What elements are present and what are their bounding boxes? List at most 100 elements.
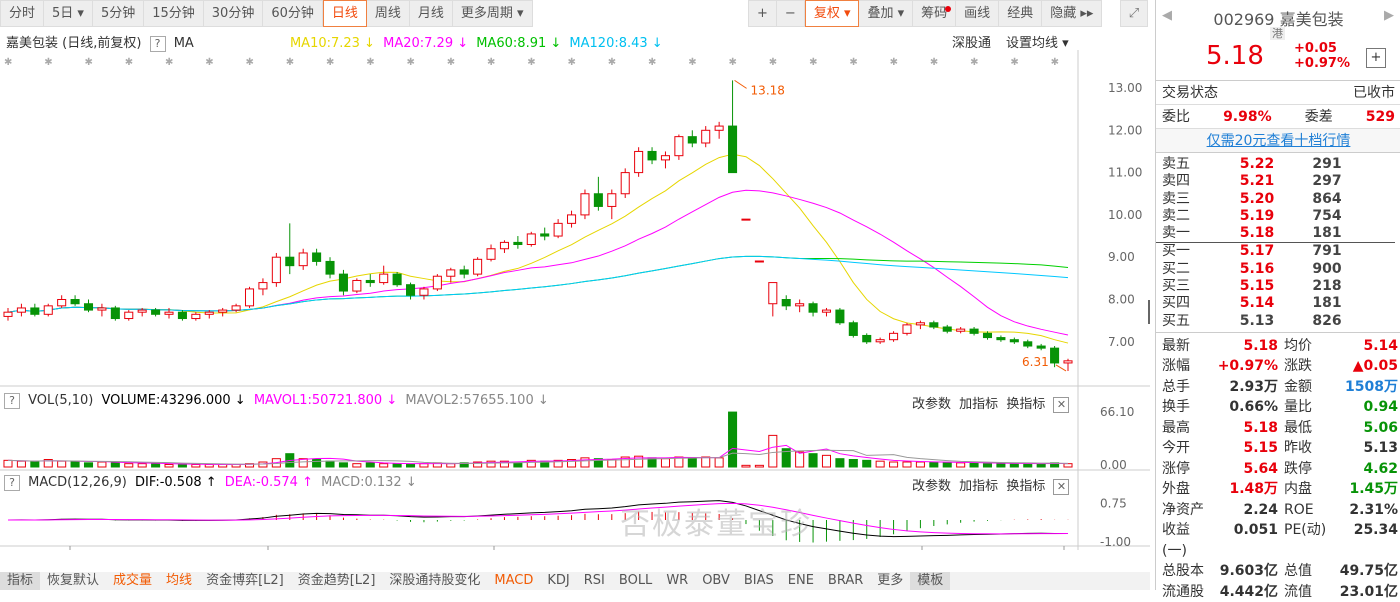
mavol1-value: MAVOL1:50721.800 ↓: [253, 393, 398, 408]
candle: [459, 269, 469, 275]
candle: [432, 275, 442, 290]
prev-stock-icon[interactable]: ◀: [1162, 8, 1172, 23]
period-tab[interactable]: 5日 ▾: [44, 0, 93, 27]
indicator-tab[interactable]: RSI: [583, 573, 605, 588]
tool-button[interactable]: −: [776, 0, 805, 27]
tool-button[interactable]: 复权 ▾: [804, 0, 860, 27]
period-tab[interactable]: 15分钟: [144, 0, 204, 27]
add-indicator-button[interactable]: 加指标: [959, 397, 999, 412]
expand-icon[interactable]: ⤢: [1120, 0, 1148, 27]
indicator-tab[interactable]: BRAR: [827, 573, 864, 588]
indicator-tab[interactable]: 资金博弈[L2]: [206, 573, 284, 588]
candle: [862, 334, 872, 343]
indicator-tab[interactable]: ENE: [787, 573, 814, 588]
candle: [687, 136, 697, 144]
volume-bar: [43, 459, 53, 468]
next-stock-icon[interactable]: ▶: [1384, 8, 1394, 23]
candle: [969, 328, 979, 334]
tool-button[interactable]: 隐藏 ▸▸: [1042, 0, 1103, 27]
last-price: 5.18: [1206, 41, 1264, 71]
candle: [902, 324, 912, 334]
period-tab[interactable]: 日线: [322, 0, 367, 27]
candle: [392, 273, 402, 286]
indicator-tab[interactable]: 更多: [877, 573, 904, 588]
event-marker-icon: ✱: [125, 57, 133, 68]
help-button[interactable]: ?: [4, 475, 20, 491]
price-chart[interactable]: 13.00 12.00 11.00 10.00 9.00 8.00 7.00 13.18 6.3…: [0, 50, 1150, 550]
indicator-tab[interactable]: WR: [666, 573, 689, 588]
tool-button[interactable]: 筹码: [913, 0, 957, 27]
candle: [701, 129, 711, 144]
tool-button[interactable]: +: [748, 0, 777, 27]
stat-label: 最新: [1162, 337, 1190, 354]
indicator-tab[interactable]: 深股通持股变化: [389, 573, 481, 588]
candle: [875, 339, 885, 343]
edit-params-button[interactable]: 改参数: [912, 479, 952, 494]
stat-label: 内盘: [1284, 481, 1312, 498]
stat-value: 23.01亿: [1339, 583, 1398, 600]
candle: [593, 193, 603, 207]
switch-indicator-button[interactable]: 换指标: [1006, 397, 1046, 412]
add-indicator-button[interactable]: 加指标: [959, 479, 999, 494]
period-tab[interactable]: 更多周期 ▾: [452, 0, 533, 27]
tool-button[interactable]: 经典: [999, 0, 1043, 27]
level-label: 卖一: [1162, 225, 1190, 242]
indicator-tab[interactable]: KDJ: [547, 573, 570, 588]
indicator-tab[interactable]: MACD: [494, 573, 534, 588]
tool-button[interactable]: 叠加 ▾: [859, 0, 914, 27]
macd-tick: 0.75: [1100, 497, 1127, 511]
indicator-tab[interactable]: 均线: [166, 573, 193, 588]
volume-bar: [97, 461, 107, 468]
help-button[interactable]: ?: [149, 36, 166, 52]
wc-value: 529: [1365, 109, 1395, 125]
period-tab[interactable]: 60分钟: [263, 0, 323, 27]
candle: [137, 309, 147, 313]
volume-bar: [848, 459, 858, 468]
candle: [419, 288, 429, 296]
period-toolbar: 分时 5日 ▾ 5分钟 15分钟 30分钟 60分钟 日线 周线 月线 更多周期 ▾: [0, 0, 533, 27]
period-tab[interactable]: 30分钟: [203, 0, 264, 27]
sgt-button[interactable]: 深股通: [952, 36, 992, 51]
volume-bar: [57, 460, 67, 468]
candle: [741, 218, 751, 221]
candle: [607, 193, 617, 207]
ten-level-promo-link[interactable]: 仅需20元查看十档行情: [1156, 129, 1400, 153]
period-tab[interactable]: 分时: [0, 0, 45, 27]
indicator-tab[interactable]: BIAS: [743, 573, 774, 588]
indicator-tab[interactable]: 成交量: [113, 573, 153, 588]
add-watchlist-button[interactable]: +: [1366, 48, 1386, 68]
order-book-row: 买五 5.13 826: [1156, 313, 1400, 330]
event-marker-icon: ✱: [688, 57, 696, 68]
indicator-tab[interactable]: 恢复默认: [47, 573, 100, 588]
indicator-tab[interactable]: 模板: [910, 572, 951, 590]
switch-indicator-button[interactable]: 换指标: [1006, 479, 1046, 494]
indicator-tab[interactable]: OBV: [702, 573, 730, 588]
stat-value: 4.442亿: [1219, 583, 1278, 600]
help-button[interactable]: ?: [4, 393, 20, 409]
stat-value: 5.18: [1243, 337, 1278, 354]
volume-bar: [1009, 463, 1019, 468]
candle: [231, 305, 241, 311]
close-icon[interactable]: ✕: [1053, 479, 1070, 495]
period-tab[interactable]: 5分钟: [92, 0, 145, 27]
candle: [821, 309, 832, 313]
set-ma-button[interactable]: 设置均线 ▾: [1006, 36, 1069, 51]
indicator-tab[interactable]: 资金趋势[L2]: [297, 573, 376, 588]
level-price: 5.13: [1239, 312, 1275, 329]
candle: [124, 311, 134, 320]
volume-bar: [942, 462, 952, 468]
period-tab[interactable]: 月线: [409, 0, 453, 27]
indicator-tab[interactable]: BOLL: [618, 573, 653, 588]
period-tab[interactable]: 周线: [366, 0, 410, 27]
stat-label: 昨收: [1284, 440, 1312, 457]
candle: [338, 273, 348, 292]
ma20-value: MA20:7.29 ↓: [383, 36, 469, 51]
level-price: 5.22: [1239, 156, 1275, 172]
volume-bar: [714, 457, 724, 468]
candle: [540, 233, 550, 237]
close-icon[interactable]: ✕: [1053, 397, 1070, 413]
indicator-tab[interactable]: 指标: [0, 572, 41, 590]
tool-button[interactable]: 画线: [956, 0, 1000, 27]
edit-params-button[interactable]: 改参数: [912, 397, 952, 412]
price-tick: 11.00: [1108, 166, 1142, 180]
